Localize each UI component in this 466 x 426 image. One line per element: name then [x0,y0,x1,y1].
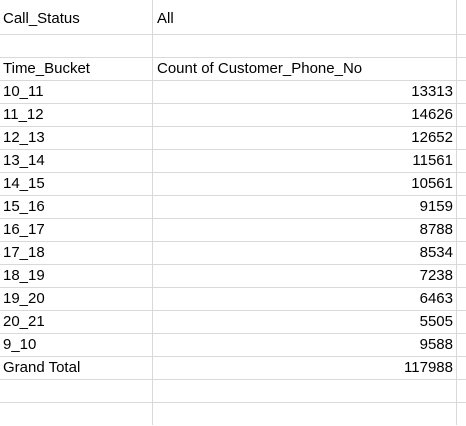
count-cell[interactable]: 7238 [153,265,457,287]
empty-cell[interactable] [457,127,466,149]
grand-total-label[interactable]: Grand Total [0,357,153,379]
count-cell[interactable]: 14626 [153,104,457,126]
value-header-text: Count of Customer_Phone_No [157,60,363,77]
grand-total-value[interactable]: 117988 [153,357,457,379]
time-bucket-cell[interactable]: 14_15 [0,173,153,195]
empty-cell[interactable] [457,265,466,287]
empty-cell[interactable] [457,150,466,172]
count-cell[interactable]: 6463 [153,288,457,310]
empty-row [0,380,466,403]
time-bucket-cell[interactable]: 13_14 [0,150,153,172]
time-bucket-cell[interactable]: 9_10 [0,334,153,356]
filter-value-cell[interactable]: All [153,0,457,34]
time-bucket-cell[interactable]: 17_18 [0,242,153,264]
table-row: 19_20 6463 [0,288,466,311]
empty-cell[interactable] [457,0,466,34]
grand-total-row: Grand Total 117988 [0,357,466,380]
count-cell[interactable]: 10561 [153,173,457,195]
filter-value: All [157,10,174,27]
row-label-header[interactable]: Time_Bucket [0,58,153,80]
table-row: 9_10 9588 [0,334,466,357]
empty-cell[interactable] [153,35,457,57]
empty-cell[interactable] [457,58,466,80]
filter-field-label: Call_Status [3,10,80,27]
empty-cell[interactable] [457,357,466,379]
time-bucket-cell[interactable]: 18_19 [0,265,153,287]
count-cell[interactable]: 8788 [153,219,457,241]
filter-field-cell[interactable]: Call_Status [0,0,153,34]
empty-cell[interactable] [457,173,466,195]
count-cell[interactable]: 9159 [153,196,457,218]
table-row: 13_14 11561 [0,150,466,173]
time-bucket-cell[interactable]: 16_17 [0,219,153,241]
empty-row [0,403,466,426]
time-bucket-cell[interactable]: 12_13 [0,127,153,149]
count-cell[interactable]: 8534 [153,242,457,264]
filter-row: Call_Status All [0,0,466,35]
empty-cell[interactable] [457,403,466,425]
table-row: 12_13 12652 [0,127,466,150]
empty-cell[interactable] [457,104,466,126]
count-cell[interactable]: 12652 [153,127,457,149]
table-row: 20_21 5505 [0,311,466,334]
table-row: 15_16 9159 [0,196,466,219]
empty-cell[interactable] [457,242,466,264]
empty-cell[interactable] [0,35,153,57]
empty-cell[interactable] [457,35,466,57]
time-bucket-cell[interactable]: 19_20 [0,288,153,310]
time-bucket-cell[interactable]: 10_11 [0,81,153,103]
table-row: 11_12 14626 [0,104,466,127]
table-row: 18_19 7238 [0,265,466,288]
time-bucket-cell[interactable]: 15_16 [0,196,153,218]
pivot-header-row: Time_Bucket Count of Customer_Phone_No [0,58,466,81]
table-row: 14_15 10561 [0,173,466,196]
time-bucket-cell[interactable]: 20_21 [0,311,153,333]
count-cell[interactable]: 13313 [153,81,457,103]
table-row: 10_11 13313 [0,81,466,104]
empty-cell[interactable] [457,196,466,218]
empty-cell[interactable] [457,380,466,402]
empty-cell[interactable] [457,219,466,241]
empty-cell[interactable] [457,81,466,103]
count-cell[interactable]: 5505 [153,311,457,333]
empty-cell[interactable] [457,311,466,333]
row-label-header-text: Time_Bucket [3,60,90,77]
empty-cell[interactable] [0,380,153,402]
empty-cell[interactable] [153,403,457,425]
empty-cell[interactable] [153,380,457,402]
empty-row [0,35,466,58]
table-row: 16_17 8788 [0,219,466,242]
value-header[interactable]: Count of Customer_Phone_No [153,58,457,80]
empty-cell[interactable] [457,288,466,310]
table-row: 17_18 8534 [0,242,466,265]
empty-cell[interactable] [457,334,466,356]
count-cell[interactable]: 9588 [153,334,457,356]
empty-cell[interactable] [0,403,153,425]
time-bucket-cell[interactable]: 11_12 [0,104,153,126]
count-cell[interactable]: 11561 [153,150,457,172]
